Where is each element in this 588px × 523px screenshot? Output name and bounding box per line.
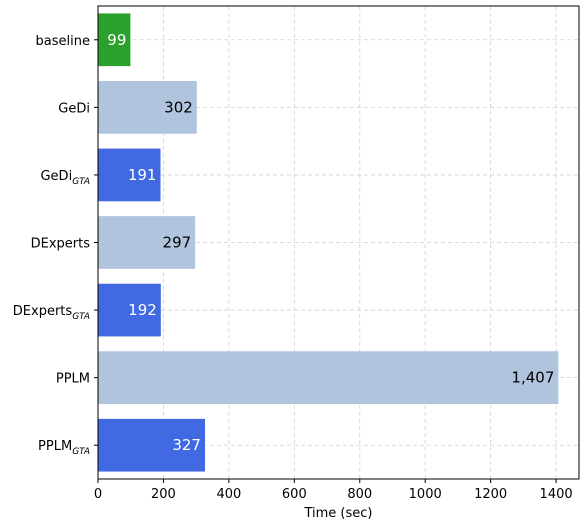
bar [98, 283, 161, 337]
bar [98, 216, 196, 269]
bars: 99 302 191 297 192 1,407 327 [98, 13, 559, 472]
y-tick-label: GeDi [58, 101, 90, 116]
bar-value-label: 297 [163, 234, 192, 252]
y-tick-label: baseline [36, 34, 90, 49]
x-tick-label: 1000 [409, 487, 442, 502]
bar-value-label: 192 [128, 301, 157, 319]
x-axis-label: Time (sec) [303, 506, 372, 521]
bar-value-label: 99 [107, 31, 126, 49]
y-tick-label: PPLMGTA [38, 439, 90, 457]
bar [98, 148, 161, 202]
y-tick-label: DExperts [31, 237, 91, 252]
y-tick-labels: baseline GeDi GeDiGTA DExperts DExpertsGTA PP… [13, 34, 98, 457]
x-tick-label: 400 [216, 487, 241, 502]
x-tick-label: 800 [347, 487, 372, 502]
x-tick-label: 1200 [474, 487, 507, 502]
bar [98, 418, 205, 472]
x-tick-label: 1400 [540, 487, 573, 502]
bar [98, 351, 559, 404]
bar [98, 13, 131, 67]
bar-value-label: 302 [164, 98, 193, 116]
x-tick-label: 200 [151, 487, 176, 502]
y-tick-label: PPLM [56, 372, 90, 387]
y-tick-label: DExpertsGTA [13, 304, 90, 322]
bar-value-label: 191 [128, 166, 157, 184]
plot-frame [97, 5, 580, 480]
x-ticks: 0 200 400 600 800 1000 1200 1400 [94, 479, 573, 502]
x-tick-label: 0 [94, 487, 102, 502]
y-tick-label: GeDiGTA [40, 169, 90, 187]
bar-value-label: 327 [172, 436, 201, 454]
bar [98, 81, 197, 134]
x-tick-label: 600 [282, 487, 307, 502]
bar-value-label: 1,407 [511, 369, 554, 387]
